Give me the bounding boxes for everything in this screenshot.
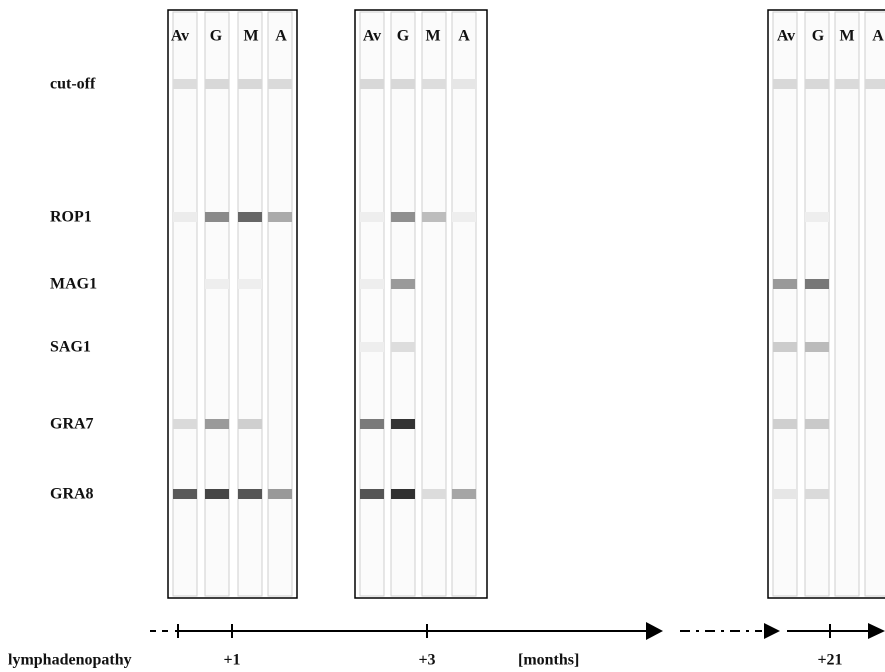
band xyxy=(391,419,415,429)
strip xyxy=(865,12,885,596)
band xyxy=(391,342,415,352)
band xyxy=(205,79,229,89)
band xyxy=(238,419,262,429)
band xyxy=(422,212,446,222)
strip xyxy=(360,12,384,596)
band xyxy=(268,489,292,499)
row-label: GRA7 xyxy=(50,416,94,433)
band xyxy=(360,342,384,352)
band xyxy=(205,212,229,222)
strip xyxy=(205,12,229,596)
lane-label: G xyxy=(812,28,825,45)
band xyxy=(391,279,415,289)
row-label: GRA8 xyxy=(50,486,94,503)
band xyxy=(173,489,197,499)
time-mark: +1 xyxy=(223,652,240,669)
band xyxy=(268,212,292,222)
lane-label: M xyxy=(425,28,440,45)
band xyxy=(360,212,384,222)
band xyxy=(422,489,446,499)
strip xyxy=(238,12,262,596)
lane-label: G xyxy=(210,28,223,45)
band xyxy=(205,489,229,499)
band xyxy=(452,79,476,89)
lane-label: G xyxy=(397,28,410,45)
band xyxy=(238,79,262,89)
lane-label: Av xyxy=(363,28,381,45)
band xyxy=(391,79,415,89)
lane-label: Av xyxy=(777,28,795,45)
figure: lymphadenopathy +1 +3 +21 [months] cut-o… xyxy=(0,0,885,672)
band xyxy=(268,79,292,89)
band xyxy=(773,79,797,89)
band xyxy=(391,212,415,222)
band xyxy=(773,489,797,499)
band xyxy=(360,489,384,499)
band xyxy=(422,79,446,89)
band xyxy=(805,212,829,222)
time-mark: +21 xyxy=(817,652,842,669)
band xyxy=(865,79,885,89)
band xyxy=(238,489,262,499)
band xyxy=(391,489,415,499)
lane-label: M xyxy=(839,28,854,45)
band xyxy=(360,279,384,289)
lane-label: A xyxy=(458,28,470,45)
band xyxy=(773,342,797,352)
row-label: cut-off xyxy=(50,76,96,93)
band xyxy=(773,419,797,429)
band xyxy=(238,212,262,222)
band xyxy=(173,79,197,89)
row-label: ROP1 xyxy=(50,209,92,226)
row-label: MAG1 xyxy=(50,276,97,293)
band xyxy=(205,419,229,429)
lane-label: A xyxy=(872,28,884,45)
arrow-head xyxy=(868,623,885,639)
time-unit: [months] xyxy=(518,652,579,669)
band xyxy=(205,279,229,289)
band xyxy=(805,489,829,499)
strip xyxy=(773,12,797,596)
strip xyxy=(268,12,292,596)
row-label: SAG1 xyxy=(50,339,91,356)
band xyxy=(360,79,384,89)
band xyxy=(805,279,829,289)
band xyxy=(173,419,197,429)
band xyxy=(805,79,829,89)
band xyxy=(360,419,384,429)
strip xyxy=(422,12,446,596)
arrow-head xyxy=(646,622,663,640)
band xyxy=(452,489,476,499)
strip xyxy=(173,12,197,596)
strip xyxy=(835,12,859,596)
time-mark: +3 xyxy=(418,652,435,669)
lane-label: M xyxy=(243,28,258,45)
strip xyxy=(805,12,829,596)
timeline xyxy=(150,622,885,640)
strip xyxy=(391,12,415,596)
band xyxy=(835,79,859,89)
arrow-head xyxy=(764,623,780,639)
band xyxy=(805,419,829,429)
band xyxy=(238,279,262,289)
band xyxy=(805,342,829,352)
band xyxy=(173,212,197,222)
timeline-start: lymphadenopathy xyxy=(8,652,132,669)
strip xyxy=(452,12,476,596)
lane-label: Av xyxy=(171,28,189,45)
lane-label: A xyxy=(275,28,287,45)
band xyxy=(452,212,476,222)
band xyxy=(773,279,797,289)
